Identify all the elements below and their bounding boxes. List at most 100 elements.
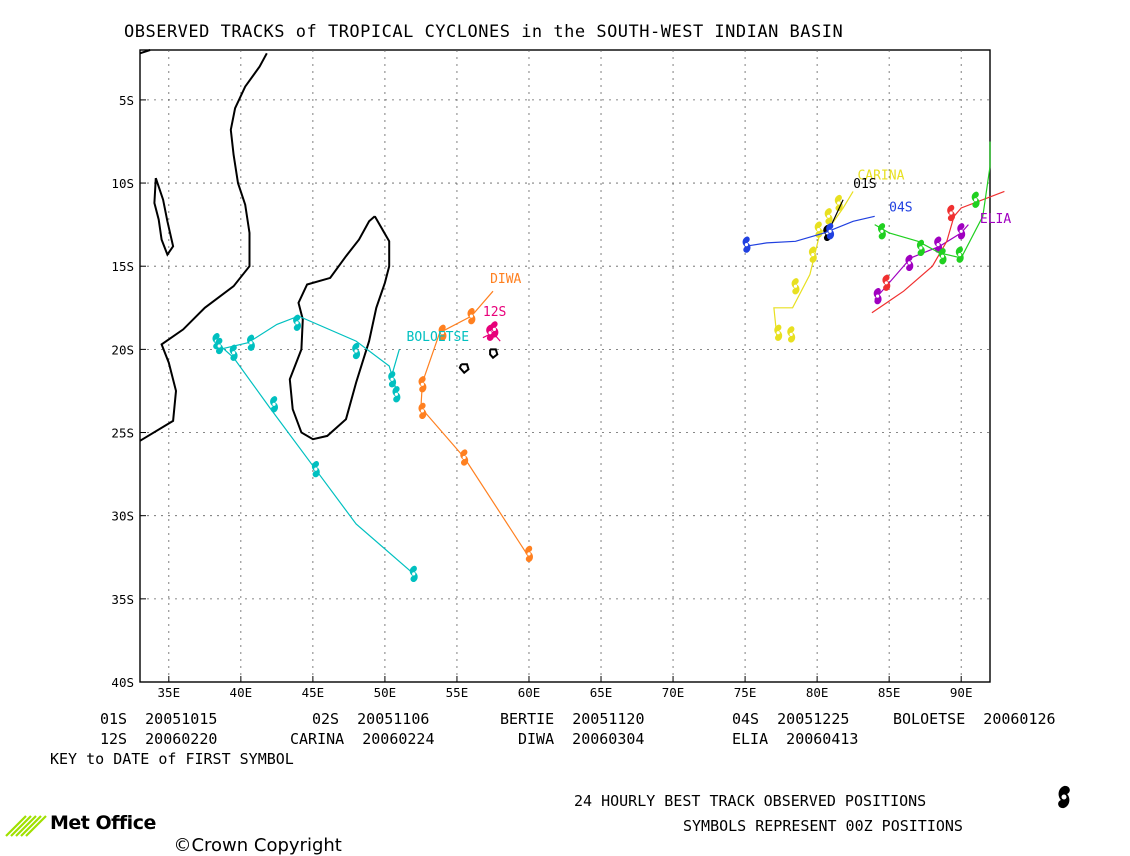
- graticule: [140, 50, 990, 682]
- track-label: BOLOETSE: [407, 330, 470, 345]
- cyclone-icon: [934, 236, 943, 253]
- key-entry: ELIA 20060413: [732, 730, 859, 748]
- lat-tick-label: 10S: [111, 176, 134, 191]
- cyclone-track: [418, 290, 533, 563]
- cyclone-icon: [293, 314, 301, 331]
- track-line: [773, 191, 854, 337]
- lon-tick-label: 80E: [806, 685, 829, 700]
- cyclone-icon: [787, 326, 796, 343]
- cyclone-icon: [873, 287, 882, 305]
- key-entry: BOLOETSE 20060126: [893, 710, 1056, 728]
- track-label: ELIA: [980, 212, 1011, 227]
- axis-ticks: 35E 40E 45E 50E 55E 60E 65E 70E 75E 80E 85E 90E 5S 10…: [111, 93, 972, 700]
- track-label: 12S: [483, 305, 506, 320]
- key-entry: 01S 20051015: [100, 710, 218, 728]
- cyclone-icon: [1058, 785, 1070, 809]
- cyclone-icon: [490, 321, 499, 338]
- cyclone-track: [482, 321, 501, 342]
- cyclone-icon: [916, 239, 925, 257]
- cyclone-icon: [824, 208, 833, 225]
- mauritius-outline: [489, 348, 499, 360]
- cyclone-icon: [352, 342, 361, 360]
- cyclone-icon: [418, 402, 427, 420]
- cyclone-icon: [905, 254, 914, 272]
- cyclone-icon: [878, 223, 886, 240]
- cyclone-tracks: [212, 141, 1005, 583]
- african-coastline: [139, 52, 268, 442]
- cyclone-icon: [215, 337, 224, 355]
- cyclone-icon: [229, 344, 238, 361]
- cyclone-icon: [955, 246, 964, 263]
- footer-line-2: SYMBOLS REPRESENT 00Z POSITIONS: [683, 817, 963, 835]
- key-entry: 04S 20051225: [732, 710, 850, 728]
- cyclone-track: [212, 314, 418, 583]
- cyclone-icon: [388, 371, 397, 388]
- cyclone-icon: [957, 223, 966, 240]
- lon-tick-label: 50E: [374, 685, 397, 700]
- cyclone-track: [773, 191, 854, 343]
- track-line: [871, 190, 1005, 314]
- cyclone-icon: [247, 334, 255, 351]
- cyclone-icon: [409, 565, 418, 583]
- madagascar-outline: [288, 215, 391, 441]
- lake-malawi-outline: [153, 177, 175, 257]
- map-title: OBSERVED TRACKS of TROPICAL CYCLONES in …: [124, 22, 844, 42]
- map-frame: [139, 49, 991, 683]
- cyclone-icon: [971, 191, 980, 208]
- track-label: 01S: [853, 177, 876, 192]
- cyclone-icon: [947, 204, 956, 222]
- lon-tick-label: 55E: [446, 685, 469, 700]
- cyclone-icon: [791, 278, 800, 295]
- cyclone-icon: [418, 376, 427, 393]
- cyclone-icon: [438, 324, 447, 341]
- lon-tick-label: 75E: [734, 685, 757, 700]
- key-entry: DIWA 20060304: [518, 730, 645, 748]
- cyclone-icon: [938, 248, 947, 265]
- lon-tick-label: 35E: [158, 685, 181, 700]
- key-entry: BERTIE 20051120: [500, 710, 645, 728]
- lon-tick-label: 40E: [230, 685, 253, 700]
- cyclone-track: [873, 223, 969, 305]
- track-label: 04S: [889, 200, 912, 215]
- lon-tick-label: 85E: [878, 685, 901, 700]
- lat-tick-label: 15S: [111, 259, 134, 274]
- lon-tick-label: 70E: [662, 685, 685, 700]
- copyright-notice: ©Crown Copyright: [162, 814, 342, 856]
- cyclone-track: [871, 190, 1005, 314]
- cyclone-icon: [808, 246, 817, 263]
- cyclone-icon: [270, 396, 278, 413]
- copyright-icon: ©: [173, 835, 192, 856]
- cyclone-track-map: 35E 40E 45E 50E 55E 60E 65E 70E 75E 80E 85E 90E 5S 10…: [111, 49, 1012, 700]
- lat-tick-label: 40S: [111, 675, 134, 690]
- lat-tick-label: 20S: [111, 342, 134, 357]
- reunion-outline: [458, 363, 470, 375]
- track-label: CARINA: [857, 169, 904, 184]
- cyclone-icon: [882, 274, 891, 291]
- cyclone-icon: [467, 307, 476, 325]
- cyclone-icon: [826, 223, 835, 240]
- cyclone-track: [874, 141, 991, 265]
- lon-tick-label: 65E: [590, 685, 613, 700]
- cyclone-icon: [460, 449, 469, 466]
- cyclone-icon: [742, 236, 751, 253]
- copyright-text: Crown Copyright: [191, 835, 342, 856]
- coastline-segment: [139, 49, 151, 55]
- key-entry: CARINA 20060224: [290, 730, 435, 748]
- track-line: [745, 215, 875, 247]
- coastlines: [139, 49, 499, 442]
- met-office-logo-icon: [5, 815, 47, 837]
- lat-tick-label: 25S: [111, 426, 134, 441]
- track-line: [874, 141, 991, 259]
- cyclone-icon: [311, 460, 320, 478]
- footer-line-1: 24 HOURLY BEST TRACK OBSERVED POSITIONS: [574, 792, 927, 810]
- key-entry: 02S 20051106: [312, 710, 430, 728]
- track-label: DIWA: [490, 272, 521, 287]
- cyclone-icon: [774, 324, 783, 341]
- lat-tick-label: 30S: [111, 509, 134, 524]
- key-entry: 12S 20060220: [100, 730, 218, 748]
- lat-tick-label: 5S: [119, 93, 134, 108]
- lon-tick-label: 45E: [302, 685, 325, 700]
- lat-tick-label: 35S: [111, 592, 134, 607]
- lon-tick-label: 60E: [518, 685, 541, 700]
